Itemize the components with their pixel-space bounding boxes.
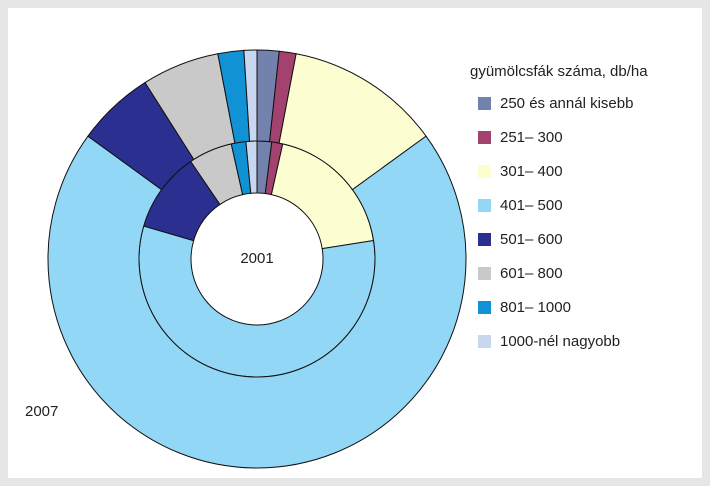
outer-label: 2007 [25,403,58,420]
legend-swatch [478,165,491,178]
legend-label: 1000-nél nagyobb [500,333,620,350]
donut-segment [47,135,467,469]
legend-swatch [478,131,491,144]
legend-swatch [478,301,491,314]
legend-title: gyümölcsfák száma, db/ha [470,63,648,80]
legend-swatch [478,97,491,110]
legend-label: 401– 500 [500,197,563,214]
donut-segment [243,49,258,142]
legend-swatch [478,233,491,246]
legend-label: 301– 400 [500,163,563,180]
rings [47,49,467,469]
legend-label: 801– 1000 [500,299,571,316]
legend-label: 501– 600 [500,231,563,248]
legend-label: 251– 300 [500,129,563,146]
legend-label: 601– 800 [500,265,563,282]
legend-swatch [478,199,491,212]
legend-swatch [478,335,491,348]
legend-label: 250 és annál kisebb [500,95,633,112]
legend-swatch [478,267,491,280]
inner-label: 2001 [240,250,273,267]
